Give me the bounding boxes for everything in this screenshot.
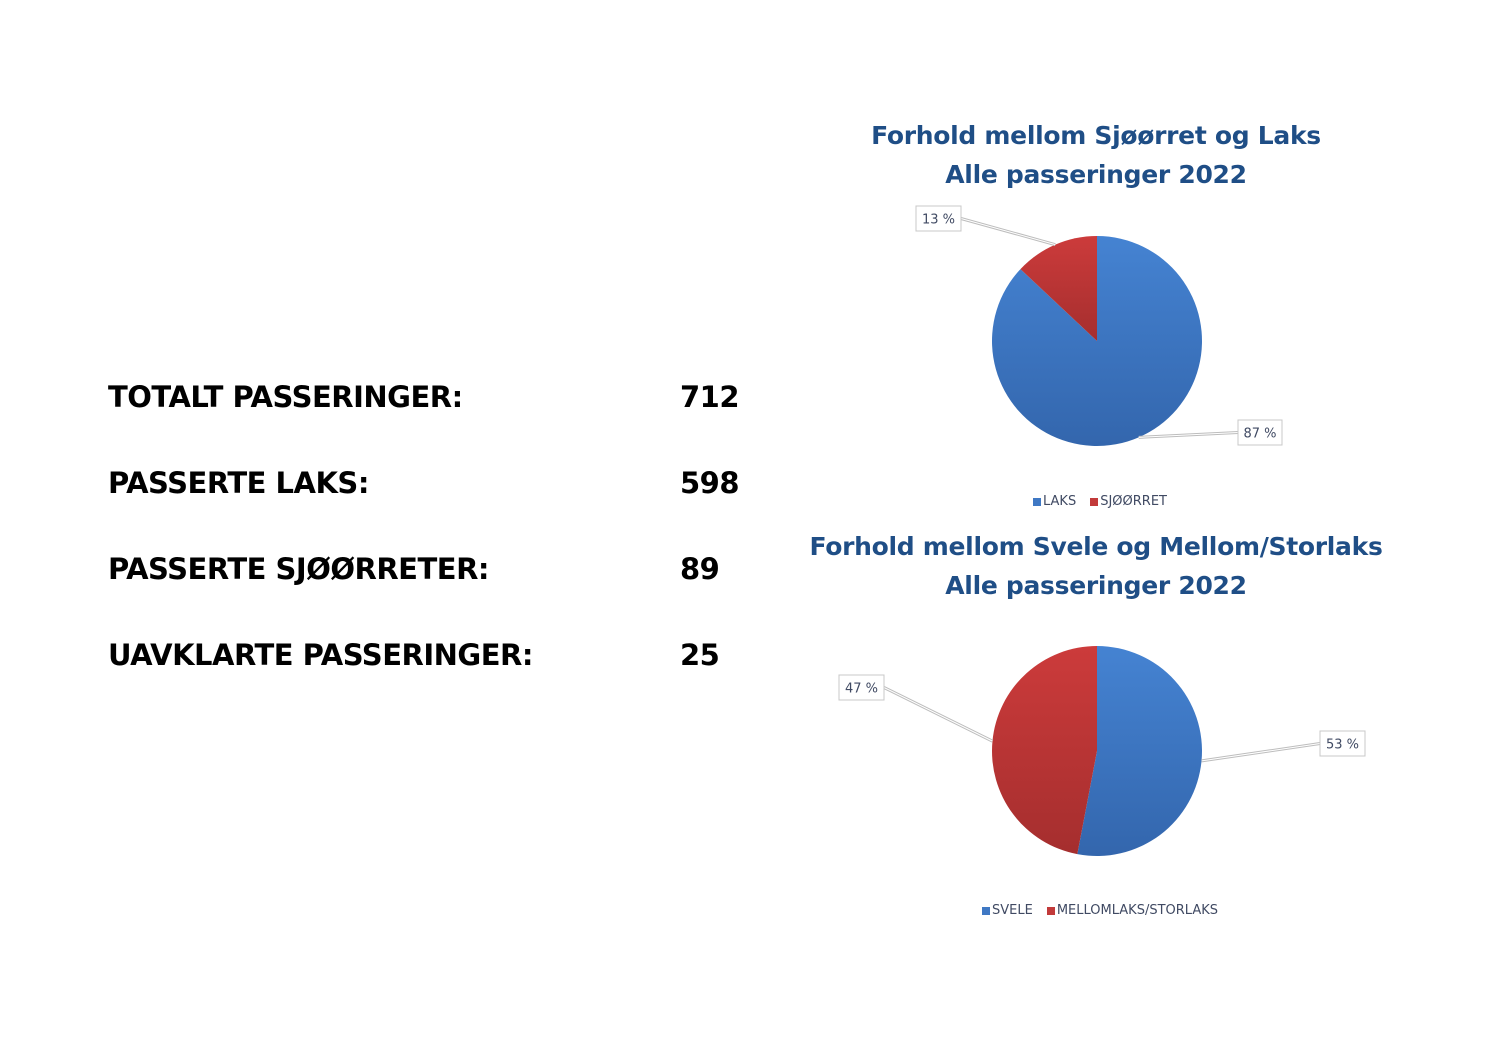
legend-item-laks: LAKS <box>1033 494 1076 509</box>
legend-swatch <box>982 906 990 915</box>
legend-label: SVELE <box>992 903 1033 918</box>
data-label-box <box>1319 730 1366 757</box>
leader-line-inner <box>1201 743 1321 762</box>
stat-label: UAVKLARTE PASSERINGER: <box>108 638 533 672</box>
chart-1-slice-sj-rret <box>1020 236 1097 341</box>
leader-line-inner <box>883 687 993 742</box>
stat-row-laks: PASSERTE LAKS: 598 <box>108 456 768 542</box>
data-label-box <box>838 674 885 701</box>
legend-label: SJØØRRET <box>1100 494 1167 509</box>
stat-value: 598 <box>680 466 740 500</box>
legend-swatch <box>1046 906 1055 915</box>
chart-2-subtitle: Alle passeringer 2022 <box>945 571 1247 600</box>
legend-swatch <box>1033 497 1041 506</box>
chart-2-slice-svele <box>1077 646 1203 856</box>
stats-panel: TOTALT PASSERINGER: 712 PASSERTE LAKS: 5… <box>108 370 768 714</box>
legend-label: LAKS <box>1043 494 1077 509</box>
stat-row-uavklarte: UAVKLARTE PASSERINGER: 25 <box>108 628 768 714</box>
data-label-box <box>915 205 962 232</box>
data-label: 87 % <box>1243 427 1276 442</box>
stat-value: 712 <box>680 380 740 414</box>
chart-2-title-block: Forhold mellom Svele og Mellom/Storlaks … <box>796 527 1396 605</box>
chart-2-legend: SVELE MELLOMLAKS/STORLAKS <box>982 903 1218 918</box>
chart-1-slice-laks <box>992 236 1203 446</box>
chart-1-legend: LAKS SJØØRRET <box>1033 494 1167 509</box>
stat-label: TOTALT PASSERINGER: <box>108 380 463 414</box>
stat-value: 25 <box>680 638 720 672</box>
chart-1-subtitle: Alle passeringer 2022 <box>945 160 1247 189</box>
leader-line-inner <box>960 218 1056 246</box>
data-label-box <box>1237 419 1283 446</box>
legend-item-svele: SVELE <box>982 903 1033 918</box>
stat-label: PASSERTE LAKS: <box>108 466 369 500</box>
data-label: 53 % <box>1326 738 1359 753</box>
legend-item-mellomlaks: MELLOMLAKS/STORLAKS <box>1046 903 1218 918</box>
stat-row-total: TOTALT PASSERINGER: 712 <box>108 370 768 456</box>
legend-item-sjoorret: SJØØRRET <box>1090 494 1167 509</box>
chart-2-title: Forhold mellom Svele og Mellom/Storlaks <box>809 532 1383 561</box>
data-label: 47 % <box>845 682 878 697</box>
legend-label: MELLOMLAKS/STORLAKS <box>1056 903 1218 918</box>
chart-2-slice-mellomlaks-storlaks <box>992 646 1097 855</box>
stat-value: 89 <box>680 552 720 586</box>
leader-line-inner <box>1138 432 1239 438</box>
stat-row-sjoorret: PASSERTE SJØØRRETER: 89 <box>108 542 768 628</box>
data-label: 13 % <box>922 213 955 228</box>
stat-label: PASSERTE SJØØRRETER: <box>108 552 490 586</box>
legend-swatch <box>1090 497 1099 506</box>
chart-1-title-block: Forhold mellom Sjøørret og Laks Alle pas… <box>846 116 1346 194</box>
chart-1-title: Forhold mellom Sjøørret og Laks <box>871 121 1321 150</box>
